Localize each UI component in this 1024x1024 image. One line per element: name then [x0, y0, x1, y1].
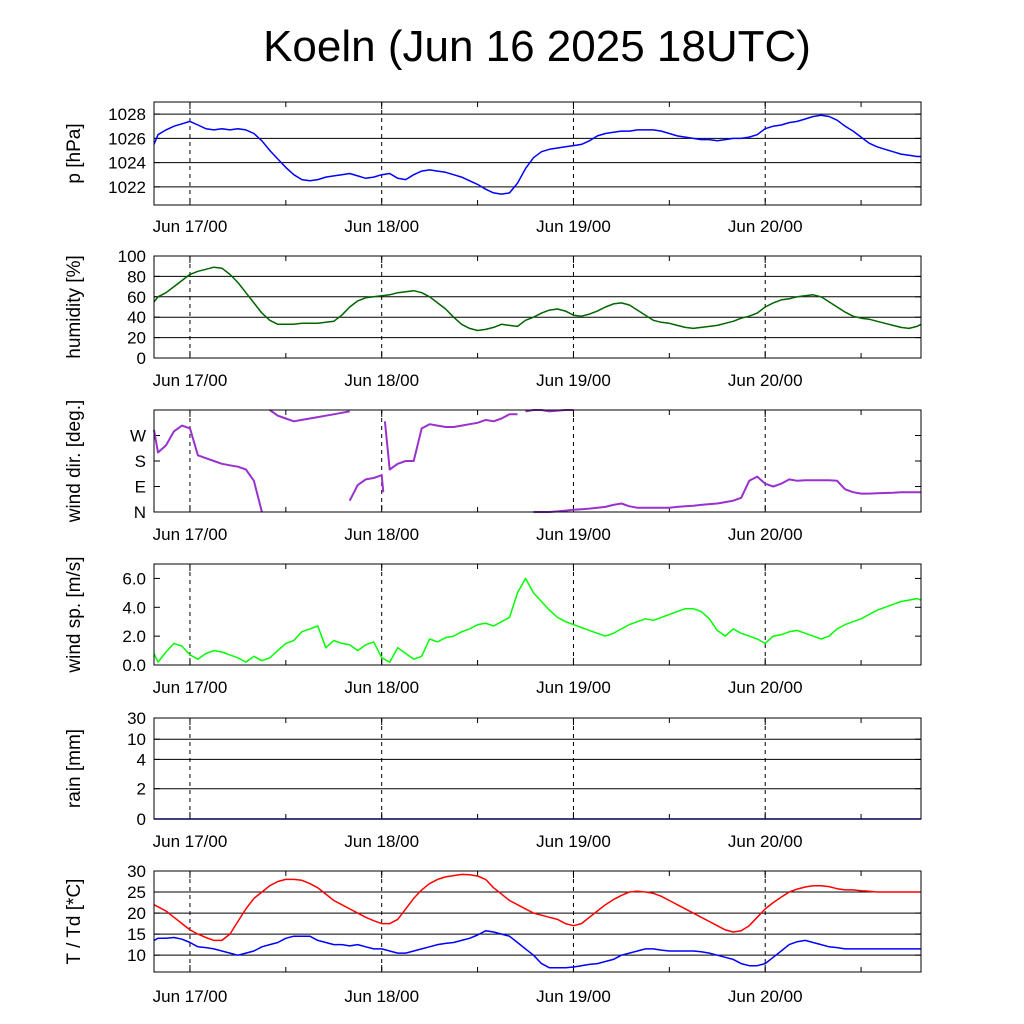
series-line — [153, 424, 263, 513]
x-tick-label: Jun 19/00 — [536, 987, 611, 1006]
y-tick-label: 80 — [127, 267, 146, 286]
series-line — [348, 474, 385, 502]
panel-1: 1022 1024 1026 1028 Jun 17/00 Jun 18/00 Jun 19… — [64, 101, 922, 236]
series-line — [153, 577, 922, 663]
y-axis-label: p [hPa] — [64, 123, 85, 183]
series-line — [533, 475, 921, 513]
y-axis-label: rain [mm] — [64, 729, 85, 808]
series-line — [269, 409, 350, 423]
plot-frame — [153, 870, 922, 973]
y-tick-label: 10 — [127, 946, 146, 965]
y-tick-label: 40 — [127, 308, 146, 327]
y-tick-label: 15 — [127, 925, 146, 944]
y-tick-label: 20 — [127, 329, 146, 348]
y-tick-label: 30 — [127, 862, 146, 881]
y-tick-label: 4.0 — [122, 598, 146, 617]
x-tick-label: Jun 18/00 — [344, 371, 419, 390]
y-tick-label: 30 — [127, 709, 146, 728]
y-tick-label: 1026 — [108, 129, 146, 148]
plot-frame — [153, 409, 922, 513]
y-tick-label: 0 — [137, 349, 146, 368]
plot-frame — [153, 255, 922, 359]
x-tick-label: Jun 17/00 — [153, 832, 228, 851]
x-tick-label: Jun 20/00 — [728, 217, 803, 236]
x-tick-label: Jun 17/00 — [153, 678, 228, 697]
x-tick-label: Jun 18/00 — [344, 525, 419, 544]
y-tick-label: 0 — [137, 810, 146, 829]
x-tick-label: Jun 17/00 — [153, 525, 228, 544]
panel-4: 0.0 2.0 4.0 6.0 Jun 17/00 Jun 18/00 Jun 19/00 J… — [64, 556, 922, 697]
y-tick-label: 20 — [127, 904, 146, 923]
y-tick-label: 6.0 — [122, 569, 146, 588]
y-tick-label: 1028 — [108, 105, 146, 124]
x-tick-label: Jun 19/00 — [536, 678, 611, 697]
y-tick-label: 60 — [127, 288, 146, 307]
x-tick-label: Jun 20/00 — [728, 678, 803, 697]
y-tick-label: S — [135, 452, 146, 471]
y-tick-label: 10 — [127, 730, 146, 749]
x-tick-label: Jun 17/00 — [153, 217, 228, 236]
series-line — [153, 266, 922, 332]
plot-frame — [153, 563, 922, 666]
x-tick-label: Jun 18/00 — [344, 832, 419, 851]
y-tick-label: 25 — [127, 883, 146, 902]
chart-title: Koeln (Jun 16 2025 18UTC) — [263, 22, 811, 71]
y-tick-label: N — [134, 503, 146, 522]
series-line — [383, 413, 518, 471]
x-tick-label: Jun 18/00 — [344, 217, 419, 236]
y-tick-label: E — [135, 478, 146, 497]
y-axis-label: humidity [%] — [64, 255, 85, 358]
y-axis-label: T / Td [*C] — [64, 879, 85, 965]
series-line — [153, 873, 921, 942]
x-tick-label: Jun 17/00 — [153, 371, 228, 390]
y-tick-label: 1022 — [108, 178, 146, 197]
series-line — [153, 930, 921, 969]
x-tick-label: Jun 19/00 — [536, 371, 611, 390]
x-tick-label: Jun 20/00 — [728, 525, 803, 544]
y-axis-label: wind dir. [deg.] — [64, 400, 85, 524]
panel-6: 10 15 20 25 30 Jun 17/00 Jun 18/00 Jun 19/00 Jun… — [64, 862, 922, 1006]
x-tick-label: Jun 18/00 — [344, 987, 419, 1006]
plot-frame — [153, 717, 922, 820]
y-tick-label: W — [130, 427, 146, 446]
y-tick-label: 100 — [118, 247, 146, 266]
y-axis-label: wind sp. [m/s] — [64, 556, 85, 673]
y-tick-label: 4 — [137, 750, 146, 769]
x-tick-label: Jun 20/00 — [728, 987, 803, 1006]
y-tick-label: 1024 — [108, 154, 146, 173]
x-tick-label: Jun 20/00 — [728, 371, 803, 390]
y-tick-label: 2 — [137, 780, 146, 799]
x-tick-label: Jun 19/00 — [536, 525, 611, 544]
x-tick-label: Jun 18/00 — [344, 678, 419, 697]
plot-frame — [153, 101, 922, 206]
x-tick-label: Jun 17/00 — [153, 987, 228, 1006]
panel-5: 0 2 410 30 Jun 17/00 Jun 18/00 Jun 19/00 Jun 20… — [64, 709, 922, 851]
y-tick-label: 2.0 — [122, 627, 146, 646]
series-line — [153, 114, 921, 195]
y-tick-label: 0.0 — [122, 656, 146, 675]
x-tick-label: Jun 20/00 — [728, 832, 803, 851]
x-tick-label: Jun 19/00 — [536, 832, 611, 851]
x-tick-label: Jun 19/00 — [536, 217, 611, 236]
